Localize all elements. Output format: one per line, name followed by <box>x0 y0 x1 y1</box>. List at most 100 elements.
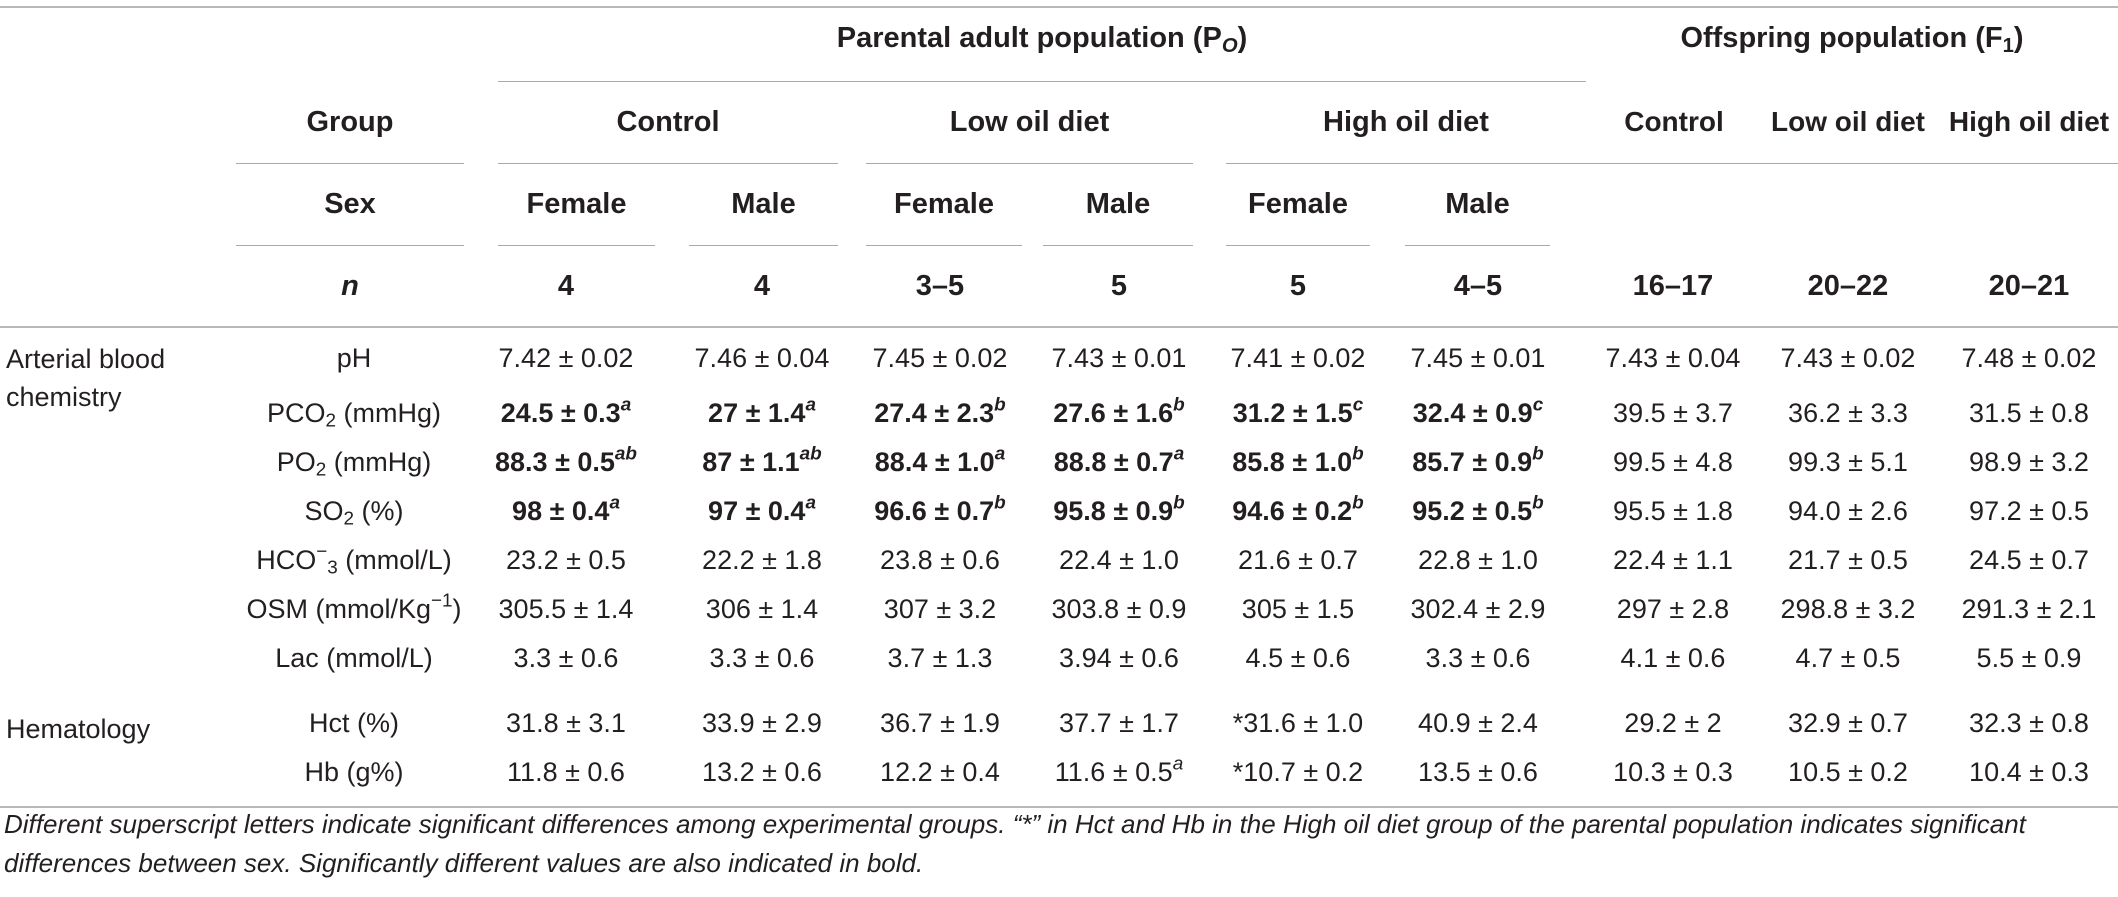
table-cell: 291.3 ± 2.1 <box>1961 594 2097 624</box>
sex-low-oil-male: Male <box>1085 188 1151 220</box>
table-cell: 99.5 ± 4.8 <box>1613 447 1733 477</box>
table-cell: 24.5 ± 0.7 <box>1969 545 2089 575</box>
table-cell: 31.8 ± 3.1 <box>506 708 626 738</box>
table-cell: 85.7 ± 0.9b <box>1412 443 1544 477</box>
table-cell: 27.4 ± 2.3b <box>874 394 1006 428</box>
n-value: 20–21 <box>1988 270 2070 302</box>
table-cell: 32.4 ± 0.9c <box>1412 394 1544 428</box>
table-cell: 23.2 ± 0.5 <box>506 545 626 575</box>
table-cell: 98 ± 0.4a <box>512 492 620 526</box>
table-cell: 297 ± 2.8 <box>1616 594 1730 624</box>
table-cell: 95.8 ± 0.9b <box>1053 492 1185 526</box>
n-value: 5 <box>1110 270 1128 302</box>
offspring-group-control: Control <box>1624 106 1724 137</box>
table-cell: 21.7 ± 0.5 <box>1788 545 1908 575</box>
table-cell: 87 ± 1.1ab <box>702 443 822 477</box>
table-cell: 7.43 ± 0.02 <box>1780 343 1916 373</box>
n-value: 5 <box>1289 270 1307 302</box>
sex-rule-label <box>236 245 464 246</box>
table-cell: 10.3 ± 0.3 <box>1613 757 1733 787</box>
table-cell: 37.7 ± 1.7 <box>1059 708 1179 738</box>
row-label: Lac (mmol/L) <box>275 643 433 673</box>
n-value: 3–5 <box>915 270 965 302</box>
top-rule <box>0 6 2118 8</box>
table-cell: 32.9 ± 0.7 <box>1788 708 1908 738</box>
table-cell: 22.4 ± 1.0 <box>1059 545 1179 575</box>
sex-high-oil-female: Female <box>1248 188 1348 220</box>
table-cell: 13.5 ± 0.6 <box>1418 757 1538 787</box>
table-cell: 7.43 ± 0.01 <box>1051 343 1187 373</box>
table-cell: 10.4 ± 0.3 <box>1969 757 2089 787</box>
row-label: pH <box>336 343 372 373</box>
table-cell: 27 ± 1.4a <box>708 394 816 428</box>
table-cell: 4.7 ± 0.5 <box>1795 643 1901 673</box>
sex-rule-1 <box>498 245 655 246</box>
table-cell: 36.2 ± 3.3 <box>1788 398 1908 428</box>
parental-population-title: Parental adult population (PO) <box>836 22 1248 58</box>
table-cell: 11.8 ± 0.6 <box>507 757 625 787</box>
table-cell: 94.6 ± 0.2b <box>1232 492 1364 526</box>
table-cell: 97.2 ± 0.5 <box>1969 496 2089 526</box>
table-cell: 7.48 ± 0.02 <box>1961 343 2097 373</box>
row-label: Hct (%) <box>309 708 399 738</box>
table-footnote: Different superscript letters indicate s… <box>4 809 2026 878</box>
offspring-population-title: Offspring population (F1) <box>1680 22 2024 58</box>
row-label: OSM (mmol/Kg−1) <box>246 590 462 624</box>
table-cell: 98.9 ± 3.2 <box>1969 447 2089 477</box>
table-cell: 22.8 ± 1.0 <box>1418 545 1538 575</box>
table-cell: 88.4 ± 1.0a <box>874 443 1006 477</box>
table-cell: 88.8 ± 0.7a <box>1053 443 1185 477</box>
offspring-group-rule <box>1586 163 2118 164</box>
group-rule-control <box>498 163 838 164</box>
table-cell: 94.0 ± 2.6 <box>1788 496 1908 526</box>
table-cell: 7.45 ± 0.02 <box>872 343 1008 373</box>
sex-rule-5 <box>1226 245 1370 246</box>
table-cell: 22.2 ± 1.8 <box>702 545 822 575</box>
table-cell: 31.5 ± 0.8 <box>1969 398 2089 428</box>
row-label: Hb (g%) <box>304 757 404 787</box>
table-cell: 23.8 ± 0.6 <box>880 545 1000 575</box>
section-hematology: Hematology <box>6 714 151 744</box>
n-value: 16–17 <box>1632 270 1714 302</box>
parental-group-control: Control <box>616 106 720 138</box>
section-arterial-line-2: chemistry <box>6 382 122 412</box>
sex-label: Sex <box>324 188 376 220</box>
table-cell: 13.2 ± 0.6 <box>702 757 822 787</box>
table-cell: 39.5 ± 3.7 <box>1613 398 1733 428</box>
sex-rule-6 <box>1405 245 1550 246</box>
row-label: PCO2 (mmHg) <box>266 398 441 432</box>
group-rule-low-oil <box>866 163 1193 164</box>
n-value: 4–5 <box>1453 270 1503 302</box>
table-cell: 305 ± 1.5 <box>1241 594 1355 624</box>
sex-control-female: Female <box>526 188 627 220</box>
row-label: PO2 (mmHg) <box>276 447 432 481</box>
n-value: 20–22 <box>1807 270 1889 302</box>
table-cell: 3.3 ± 0.6 <box>1425 643 1531 673</box>
table-cell: 27.6 ± 1.6b <box>1053 394 1185 428</box>
table-cell: 24.5 ± 0.3a <box>500 394 632 428</box>
section-arterial-line-1: Arterial blood <box>6 344 166 374</box>
table-cell: *31.6 ± 1.0 <box>1232 708 1364 738</box>
table-cell: 36.7 ± 1.9 <box>880 708 1000 738</box>
table-cell: 3.3 ± 0.6 <box>709 643 815 673</box>
table-cell: 12.2 ± 0.4 <box>880 757 1000 787</box>
table-cell: 40.9 ± 2.4 <box>1418 708 1538 738</box>
group-rule-label <box>236 163 464 164</box>
table-cell: 3.7 ± 1.3 <box>887 643 993 673</box>
table-cell: 95.5 ± 1.8 <box>1613 496 1733 526</box>
table-cell: 32.3 ± 0.8 <box>1969 708 2089 738</box>
table-cell: 29.2 ± 2 <box>1624 708 1722 738</box>
parental-group-high-oil: High oil diet <box>1323 106 1489 138</box>
table-cell: 3.3 ± 0.6 <box>513 643 619 673</box>
offspring-group-high-oil: High oil diet <box>1948 106 2110 137</box>
n-value: 4 <box>753 270 771 302</box>
header-bottom-rule <box>0 326 2118 328</box>
table-cell: 95.2 ± 0.5b <box>1412 492 1544 526</box>
table-cell: 10.5 ± 0.2 <box>1788 757 1908 787</box>
table-cell: 302.4 ± 2.9 <box>1410 594 1546 624</box>
table-cell: 3.94 ± 0.6 <box>1059 643 1179 673</box>
parental-title-rule <box>498 81 1586 82</box>
group-label: Group <box>306 106 394 138</box>
table-cell: 298.8 ± 3.2 <box>1780 594 1916 624</box>
table-cell: 21.6 ± 0.7 <box>1238 545 1358 575</box>
